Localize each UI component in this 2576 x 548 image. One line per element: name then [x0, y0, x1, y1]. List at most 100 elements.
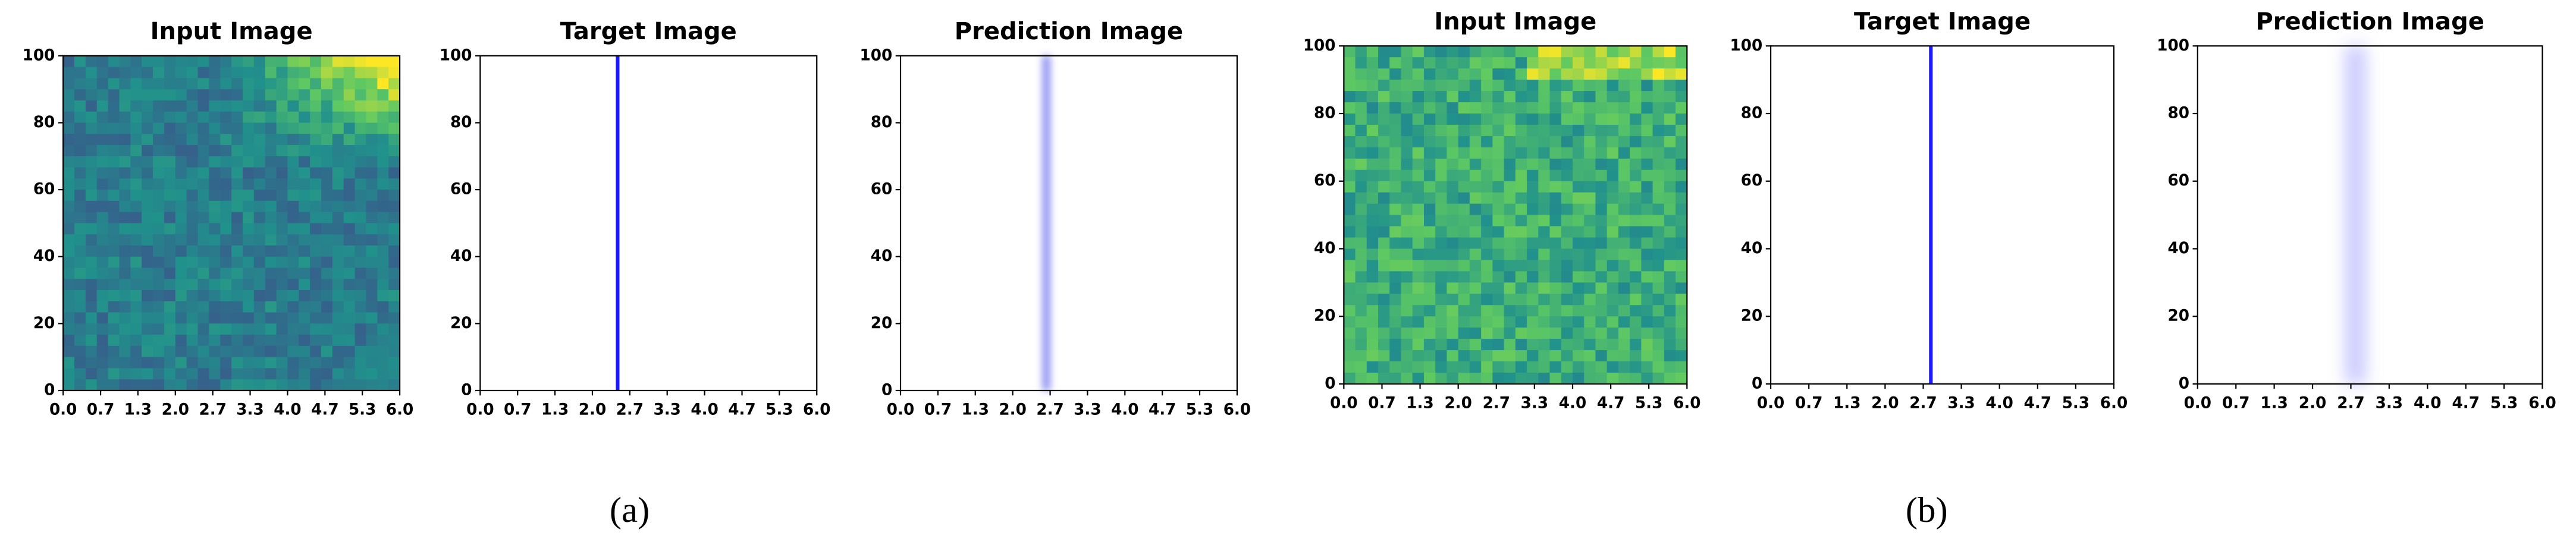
- heatmap-cell: [377, 89, 390, 101]
- x-tick-label: 5.3: [2062, 395, 2089, 412]
- heatmap-cell: [1504, 192, 1516, 204]
- heatmap-cell: [1366, 91, 1379, 103]
- heatmap-cell: [186, 167, 199, 179]
- heatmap-cell: [1584, 158, 1596, 171]
- heatmap-cell: [1527, 361, 1539, 373]
- heatmap-cell: [197, 212, 210, 224]
- heatmap-cell: [377, 122, 390, 135]
- heatmap-cell: [1515, 124, 1527, 137]
- heatmap-cell: [1618, 361, 1630, 373]
- heatmap-cell: [242, 357, 255, 369]
- heatmap-cell: [1676, 136, 1688, 148]
- heatmap-cell: [1435, 271, 1448, 284]
- heatmap-cell: [1664, 124, 1676, 137]
- heatmap-cell: [1344, 91, 1356, 103]
- heatmap-cell: [1561, 158, 1573, 171]
- y-tick-label: 40: [2168, 240, 2190, 257]
- heatmap-cell: [108, 312, 120, 325]
- heatmap-cell: [321, 122, 333, 135]
- heatmap-cell: [63, 335, 75, 347]
- heatmap-cell: [108, 212, 120, 224]
- heatmap-cell: [1561, 57, 1573, 70]
- heatmap-cell: [119, 379, 131, 391]
- heatmap-cell: [164, 335, 176, 347]
- x-tick-label: 2.7: [2337, 395, 2364, 412]
- heatmap-cell: [1458, 147, 1470, 159]
- heatmap-cell: [1435, 339, 1448, 351]
- heatmap-cell: [332, 335, 344, 347]
- heatmap-cell: [1630, 327, 1642, 339]
- heatmap-cell: [1504, 203, 1516, 216]
- heatmap-cell: [354, 200, 367, 213]
- heatmap-cell: [242, 290, 255, 302]
- heatmap-cell: [231, 167, 243, 179]
- heatmap-cell: [108, 290, 120, 302]
- heatmap-cell: [276, 368, 288, 380]
- x-tick-label: 4.0: [691, 401, 718, 419]
- heatmap-cell: [175, 156, 187, 168]
- heatmap-cell: [1492, 372, 1505, 385]
- heatmap-cell: [142, 323, 153, 335]
- heatmap-cell: [253, 357, 266, 369]
- heatmap-cell: [231, 212, 243, 224]
- heatmap-cell: [343, 134, 356, 146]
- heatmap-cell: [1401, 294, 1413, 306]
- heatmap-cell: [1344, 260, 1356, 272]
- heatmap-cell: [108, 167, 120, 179]
- heatmap-cell: [108, 67, 120, 79]
- x-tick-label: 2.7: [1909, 395, 1937, 412]
- heatmap-cell: [175, 256, 187, 269]
- heatmap-cell: [1504, 316, 1516, 329]
- heatmap-cell: [343, 323, 356, 335]
- heatmap-cell: [209, 323, 221, 335]
- heatmap-cell: [1401, 158, 1413, 171]
- heatmap-cell: [1527, 169, 1539, 182]
- heatmap-cell: [1652, 124, 1665, 137]
- heatmap-cell: [1630, 339, 1642, 351]
- y-tick-label: 100: [440, 46, 472, 64]
- heatmap-cell: [1504, 260, 1516, 272]
- heatmap-cell: [366, 89, 378, 101]
- heatmap-cell: [220, 156, 232, 168]
- heatmap-cell: [186, 212, 199, 224]
- heatmap-cell: [1630, 282, 1642, 295]
- heatmap-cell: [299, 323, 311, 335]
- heatmap-cell: [253, 301, 266, 313]
- heatmap-cell: [310, 200, 322, 213]
- heatmap-cell: [142, 279, 153, 291]
- x-tick-label: 4.0: [1985, 395, 2013, 412]
- heatmap-cell: [1607, 80, 1619, 92]
- heatmap-cell: [1572, 271, 1585, 284]
- heatmap-cell: [231, 134, 243, 146]
- heatmap-cell: [1458, 361, 1470, 373]
- heatmap-cell: [1584, 192, 1596, 204]
- heatmap-cell: [142, 357, 153, 369]
- heatmap-cell: [1504, 294, 1516, 306]
- heatmap-cell: [1664, 136, 1676, 148]
- heatmap-cell: [1504, 114, 1516, 125]
- heatmap-cell: [164, 323, 176, 335]
- heatmap-cell: [108, 89, 120, 101]
- heatmap-cell: [343, 223, 356, 235]
- heatmap-cell: [1630, 114, 1642, 125]
- heatmap-cell: [96, 67, 109, 79]
- heatmap-cell: [1412, 91, 1425, 103]
- heatmap-cell: [1515, 327, 1527, 339]
- heatmap-cell: [119, 312, 131, 325]
- heatmap-cell: [63, 122, 75, 135]
- x-tick-label: 0.7: [2222, 395, 2249, 412]
- heatmap-cell: [1572, 102, 1585, 114]
- heatmap-cell: [343, 67, 356, 79]
- heatmap-cell: [287, 223, 300, 235]
- heatmap-cell: [1595, 339, 1608, 351]
- heatmap-cell: [299, 357, 311, 369]
- heatmap-cell: [1676, 181, 1688, 193]
- heatmap-cell: [253, 122, 266, 135]
- heatmap-cell: [1549, 192, 1562, 204]
- heatmap-cell: [130, 111, 143, 124]
- heatmap-cell: [287, 111, 300, 124]
- heatmap-cell: [287, 345, 300, 358]
- heatmap-cell: [231, 100, 243, 112]
- heatmap-cell: [1595, 372, 1608, 385]
- heatmap-cell: [1481, 282, 1493, 295]
